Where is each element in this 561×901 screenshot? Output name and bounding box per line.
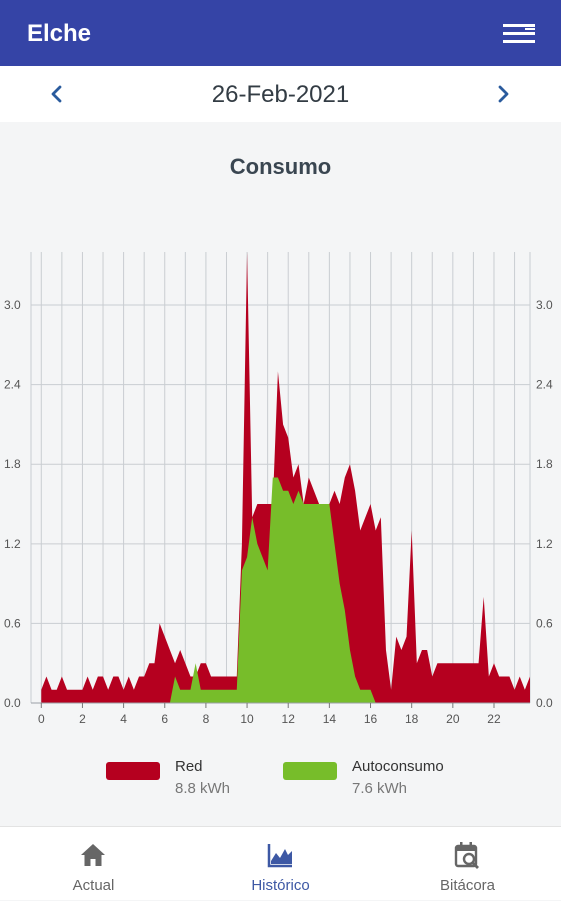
previous-day-button[interactable] xyxy=(40,78,72,110)
nav-historico[interactable]: Histórico xyxy=(187,827,374,901)
x-tick-label: 2 xyxy=(79,712,86,726)
y-tick-label-right: 1.8 xyxy=(536,457,553,471)
legend-swatch-red xyxy=(106,762,160,780)
app-bar: Elche xyxy=(0,0,561,66)
y-tick-label-left: 0.6 xyxy=(4,616,21,630)
x-tick-label: 20 xyxy=(446,712,460,726)
x-tick-label: 4 xyxy=(120,712,127,726)
home-icon xyxy=(81,844,105,866)
y-tick-label-left: 0.0 xyxy=(4,696,21,710)
x-tick-label: 16 xyxy=(364,712,378,726)
date-navigation: 26-Feb-2021 xyxy=(0,66,561,122)
chevron-right-icon xyxy=(498,85,509,103)
series-area-autoconsumo xyxy=(41,477,530,703)
x-tick-label: 6 xyxy=(161,712,168,726)
nav-bitacora[interactable]: Bitácora xyxy=(374,827,561,901)
nav-label-bitacora: Bitácora xyxy=(439,877,496,894)
x-tick-label: 22 xyxy=(487,712,501,726)
x-tick-label: 14 xyxy=(323,712,337,726)
x-tick-label: 12 xyxy=(282,712,296,726)
bottom-navigation: Actual Histórico Bitácora xyxy=(0,826,561,900)
nav-label-actual: Actual xyxy=(72,877,115,894)
legend-label-red: Red xyxy=(175,758,203,775)
y-tick-label-right: 3.0 xyxy=(536,298,553,312)
y-tick-label-left: 3.0 xyxy=(4,298,21,312)
calendar-search-icon xyxy=(454,842,479,869)
y-tick-label-left: 2.4 xyxy=(4,378,21,392)
app-title: Elche xyxy=(27,20,92,47)
consumption-chart[interactable]: 0.0 0.0 0.6 0.6 1.2 1.2 1.8 1.8 2.4 2.4 3.0 3.0 0 2 4 6… xyxy=(0,122,561,742)
x-tick-label: 8 xyxy=(203,712,210,726)
y-tick-label-left: 1.2 xyxy=(4,537,21,551)
y-tick-label-right: 0.6 xyxy=(536,616,553,630)
nav-actual[interactable]: Actual xyxy=(0,827,187,901)
selected-date[interactable]: 26-Feb-2021 xyxy=(211,81,350,108)
legend-label-autoconsumo: Autoconsumo xyxy=(352,758,444,775)
legend-swatch-autoconsumo xyxy=(283,762,337,780)
chevron-left-icon xyxy=(51,85,62,103)
menu-icon[interactable] xyxy=(503,22,535,46)
legend-value-red: 8.8 kWh xyxy=(175,780,231,797)
x-tick-label: 10 xyxy=(240,712,254,726)
next-day-button[interactable] xyxy=(487,78,519,110)
legend-value-autoconsumo: 7.6 kWh xyxy=(352,780,408,797)
chart-title: Consumo xyxy=(229,154,332,179)
nav-label-historico: Histórico xyxy=(251,877,310,894)
y-tick-label-right: 2.4 xyxy=(536,378,553,392)
y-tick-label-right: 0.0 xyxy=(536,696,553,710)
series-area-red xyxy=(41,252,530,703)
x-tick-label: 18 xyxy=(405,712,419,726)
y-tick-label-left: 1.8 xyxy=(4,457,21,471)
chart-panel: Consumo 0.0 0.0 0.6 0.6 1.2 1.2 1.8 1.8 2.4 2.4 3.… xyxy=(0,122,561,826)
chart-line-icon xyxy=(267,844,292,868)
y-tick-label-right: 1.2 xyxy=(536,537,553,551)
x-tick-label: 0 xyxy=(38,712,45,726)
